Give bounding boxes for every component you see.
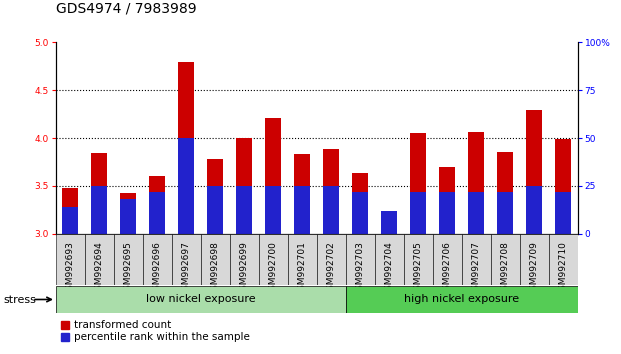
Bar (497, 152, 513, 234)
Bar (265, 118, 281, 234)
Bar (433, 234, 461, 285)
Text: GSM992700: GSM992700 (269, 241, 278, 296)
Text: low nickel exposure: low nickel exposure (146, 295, 256, 304)
Bar (230, 234, 259, 285)
Bar (236, 138, 252, 234)
Bar (62, 188, 78, 234)
Bar (91, 153, 107, 234)
Text: GSM992706: GSM992706 (443, 241, 451, 296)
Bar (143, 234, 172, 285)
Bar (468, 192, 484, 234)
Bar (491, 234, 520, 285)
Bar (178, 62, 194, 234)
Bar (149, 176, 165, 234)
Bar (323, 186, 339, 234)
Bar (207, 159, 223, 234)
Bar (410, 192, 426, 234)
Text: stress: stress (3, 295, 36, 305)
Bar (120, 199, 136, 234)
Bar (555, 139, 571, 234)
Text: GSM992702: GSM992702 (327, 241, 336, 296)
Text: GSM992708: GSM992708 (501, 241, 510, 296)
Bar (526, 110, 542, 234)
Text: GSM992697: GSM992697 (182, 241, 191, 296)
Text: GSM992693: GSM992693 (66, 241, 75, 296)
Text: GSM992709: GSM992709 (530, 241, 538, 296)
Bar (526, 186, 542, 234)
Bar (294, 186, 310, 234)
Bar (172, 234, 201, 285)
Bar (352, 173, 368, 234)
Bar (346, 286, 578, 313)
Bar (149, 192, 165, 234)
Bar (294, 154, 310, 234)
Bar (265, 186, 281, 234)
Bar (201, 234, 230, 285)
Bar (468, 132, 484, 234)
Bar (374, 234, 404, 285)
Bar (439, 192, 455, 234)
Text: GSM992696: GSM992696 (153, 241, 162, 296)
Bar (56, 234, 85, 285)
Text: GSM992710: GSM992710 (558, 241, 568, 296)
Bar (56, 286, 346, 313)
Text: GSM992705: GSM992705 (414, 241, 423, 296)
Text: GSM992704: GSM992704 (384, 241, 394, 296)
Text: GSM992695: GSM992695 (124, 241, 133, 296)
Bar (410, 133, 426, 234)
Text: GSM992701: GSM992701 (297, 241, 307, 296)
Legend: transformed count, percentile rank within the sample: transformed count, percentile rank withi… (61, 320, 250, 342)
Text: GSM992699: GSM992699 (240, 241, 249, 296)
Text: GSM992707: GSM992707 (471, 241, 481, 296)
Bar (85, 234, 114, 285)
Bar (555, 192, 571, 234)
Bar (346, 234, 374, 285)
Bar (62, 207, 78, 234)
Bar (381, 211, 397, 234)
Bar (317, 234, 346, 285)
Text: high nickel exposure: high nickel exposure (404, 295, 519, 304)
Bar (91, 186, 107, 234)
Bar (548, 234, 578, 285)
Text: GDS4974 / 7983989: GDS4974 / 7983989 (56, 2, 196, 16)
Text: GSM992698: GSM992698 (211, 241, 220, 296)
Bar (259, 234, 288, 285)
Bar (236, 186, 252, 234)
Text: GSM992703: GSM992703 (356, 241, 365, 296)
Bar (381, 213, 397, 234)
Bar (114, 234, 143, 285)
Bar (439, 167, 455, 234)
Bar (404, 234, 433, 285)
Bar (178, 138, 194, 234)
Bar (520, 234, 548, 285)
Bar (352, 192, 368, 234)
Bar (120, 193, 136, 234)
Bar (207, 186, 223, 234)
Bar (288, 234, 317, 285)
Bar (497, 192, 513, 234)
Bar (461, 234, 491, 285)
Text: GSM992694: GSM992694 (95, 241, 104, 296)
Bar (323, 149, 339, 234)
